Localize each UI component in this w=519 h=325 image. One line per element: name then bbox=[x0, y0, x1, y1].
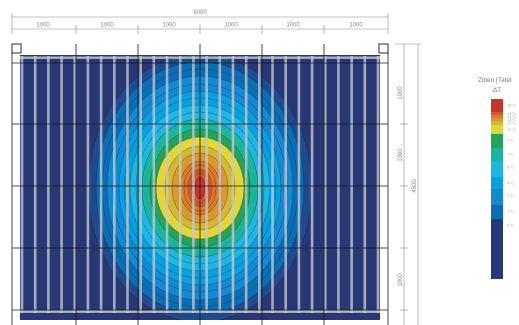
panel-strip bbox=[126, 56, 129, 313]
legend-swatches bbox=[491, 99, 503, 279]
panel-strip bbox=[165, 56, 169, 313]
panel-strip bbox=[310, 56, 314, 313]
legend-swatch bbox=[491, 112, 503, 115]
panel-strip bbox=[323, 56, 327, 313]
legend-tick-label: 9°C bbox=[507, 138, 514, 143]
corner-square-top-left bbox=[11, 43, 22, 54]
panel-strip bbox=[218, 56, 222, 313]
panel-strips bbox=[20, 56, 380, 313]
legend-swatch bbox=[491, 148, 503, 161]
legend-swatch bbox=[491, 118, 503, 121]
legend-tick-label: 16°C bbox=[507, 103, 516, 108]
panel-strip bbox=[60, 56, 63, 313]
legend-swatch bbox=[491, 99, 503, 112]
height-segment-3: 1000 bbox=[398, 273, 404, 287]
legend-tick-label: 4°C bbox=[507, 181, 514, 186]
legend-tick-label: 12°C bbox=[507, 121, 516, 126]
panel-strip bbox=[178, 56, 182, 313]
legend-swatch bbox=[491, 219, 503, 279]
legend-tick-label: 7°C bbox=[507, 152, 514, 157]
legend-subtitle: ΔT bbox=[493, 87, 501, 94]
panel-strip bbox=[192, 56, 195, 313]
legend-tick-label: 14°C bbox=[507, 114, 516, 119]
panel-strip bbox=[113, 56, 116, 313]
height-segment-1: 1000 bbox=[398, 86, 404, 100]
right-dimensions bbox=[395, 43, 422, 325]
width-segment-3: 1000 bbox=[162, 23, 176, 29]
heatmap-plot bbox=[11, 43, 389, 325]
top-dimensions bbox=[11, 13, 389, 34]
panel-strip bbox=[258, 56, 261, 313]
total-height-label: 4500 bbox=[412, 179, 418, 193]
legend-swatch bbox=[491, 161, 503, 177]
legend-swatch bbox=[491, 115, 503, 118]
legend-swatch bbox=[491, 125, 503, 134]
width-segment-6: 1000 bbox=[349, 23, 363, 29]
width-segment-2: 1000 bbox=[100, 23, 114, 29]
legend-swatch bbox=[491, 205, 503, 219]
total-width-label: 6000 bbox=[193, 10, 207, 16]
legend-tick-label: 0°C bbox=[507, 223, 514, 228]
panel-strip bbox=[350, 56, 353, 313]
legend-swatch bbox=[491, 121, 503, 125]
panel-strip bbox=[231, 56, 235, 313]
height-segment-2: 1000 bbox=[398, 148, 404, 162]
panel-strip bbox=[244, 56, 248, 313]
width-segment-5: 1000 bbox=[286, 23, 300, 29]
legend-tick-label: 13°C bbox=[507, 117, 516, 122]
legend: Zitten [Tafel ΔT 16°C 15°C14°C13°C12°C11°… bbox=[478, 77, 516, 279]
legend-swatch bbox=[491, 177, 503, 189]
legend-tick-label: 2°C bbox=[507, 193, 514, 198]
legend-title: Zitten [Tafel bbox=[478, 77, 512, 84]
panel-strip bbox=[271, 56, 274, 313]
legend-tick-label: 11°C bbox=[507, 127, 516, 132]
legend-swatch bbox=[491, 134, 503, 148]
legend-ticks: 16°C 15°C14°C13°C12°C11°C 9°C 7°C 5°C 4°C 2°C 1… bbox=[507, 103, 516, 228]
panel-strip bbox=[284, 56, 287, 313]
corner-square-top-right bbox=[378, 43, 389, 54]
panel-strip bbox=[20, 56, 24, 313]
panel-strip bbox=[297, 56, 301, 313]
panel-strip bbox=[73, 56, 77, 313]
panel-strip bbox=[139, 56, 142, 313]
panel-strip bbox=[33, 56, 37, 313]
panel-strip bbox=[376, 56, 380, 313]
legend-tick-label: 5°C bbox=[507, 165, 514, 170]
legend-swatch bbox=[491, 189, 503, 205]
panel-strip bbox=[86, 56, 90, 313]
panel-strip bbox=[337, 56, 340, 313]
panel-strip bbox=[99, 56, 103, 313]
panel-strip bbox=[205, 56, 208, 313]
panel-strip bbox=[152, 56, 156, 313]
width-segment-4: 1000 bbox=[224, 23, 238, 29]
legend-tick-label: 15°C bbox=[507, 111, 516, 116]
panel-strip bbox=[363, 56, 367, 313]
panel-strip bbox=[47, 56, 50, 313]
width-segment-1: 1000 bbox=[36, 23, 50, 29]
legend-tick-label: 1°C bbox=[507, 209, 514, 214]
grid-lines bbox=[11, 44, 389, 325]
